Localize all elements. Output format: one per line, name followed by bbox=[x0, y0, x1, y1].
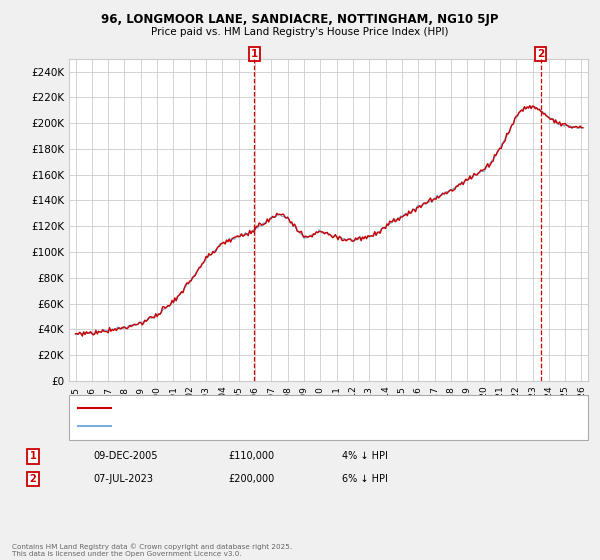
Text: 2: 2 bbox=[29, 474, 37, 484]
Text: Contains HM Land Registry data © Crown copyright and database right 2025.
This d: Contains HM Land Registry data © Crown c… bbox=[12, 544, 292, 557]
Text: 6% ↓ HPI: 6% ↓ HPI bbox=[342, 474, 388, 484]
Text: 07-JUL-2023: 07-JUL-2023 bbox=[93, 474, 153, 484]
Text: £200,000: £200,000 bbox=[228, 474, 274, 484]
Text: 96, LONGMOOR LANE, SANDIACRE, NOTTINGHAM, NG10 5JP (semi-detached house): 96, LONGMOOR LANE, SANDIACRE, NOTTINGHAM… bbox=[116, 404, 493, 413]
Text: HPI: Average price, semi-detached house, Erewash: HPI: Average price, semi-detached house,… bbox=[116, 422, 346, 431]
Text: Price paid vs. HM Land Registry's House Price Index (HPI): Price paid vs. HM Land Registry's House … bbox=[151, 27, 449, 37]
Text: 96, LONGMOOR LANE, SANDIACRE, NOTTINGHAM, NG10 5JP: 96, LONGMOOR LANE, SANDIACRE, NOTTINGHAM… bbox=[101, 13, 499, 26]
Text: 1: 1 bbox=[29, 451, 37, 461]
Text: 4% ↓ HPI: 4% ↓ HPI bbox=[342, 451, 388, 461]
Text: £110,000: £110,000 bbox=[228, 451, 274, 461]
Text: 2: 2 bbox=[538, 49, 545, 59]
Text: 09-DEC-2005: 09-DEC-2005 bbox=[93, 451, 157, 461]
Text: 1: 1 bbox=[250, 49, 258, 59]
